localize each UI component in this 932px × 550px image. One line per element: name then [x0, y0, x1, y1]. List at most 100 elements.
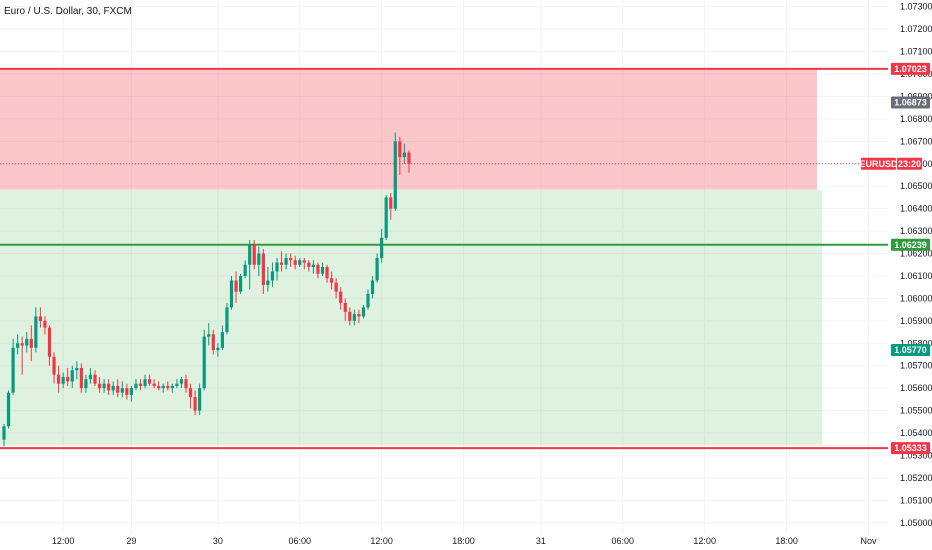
candle[interactable]: [229, 280, 234, 308]
candle[interactable]: [88, 374, 93, 380]
x-tick-label: 12:00: [370, 536, 393, 546]
candle[interactable]: [157, 385, 161, 389]
candle[interactable]: [293, 260, 297, 265]
candle[interactable]: [84, 379, 88, 389]
candle[interactable]: [193, 397, 197, 411]
candle[interactable]: [161, 385, 165, 389]
candle[interactable]: [366, 293, 370, 308]
candle[interactable]: [266, 280, 270, 285]
candle[interactable]: [52, 356, 56, 375]
candle[interactable]: [116, 385, 120, 393]
candle[interactable]: [257, 253, 261, 265]
candle[interactable]: [375, 258, 379, 281]
candle[interactable]: [352, 314, 356, 321]
candle[interactable]: [170, 385, 174, 389]
candle[interactable]: [102, 383, 106, 389]
candle[interactable]: [380, 237, 384, 259]
candle[interactable]: [311, 264, 315, 267]
candle[interactable]: [252, 244, 256, 265]
y-tick-label: 1.05900: [900, 316, 932, 326]
candle[interactable]: [179, 379, 184, 384]
candle[interactable]: [330, 278, 334, 283]
candle[interactable]: [47, 327, 52, 357]
y-tick-label: 1.06900: [900, 91, 932, 101]
candle[interactable]: [211, 334, 215, 351]
candle[interactable]: [279, 262, 284, 265]
candle[interactable]: [284, 258, 288, 265]
candle[interactable]: [34, 316, 38, 348]
candle[interactable]: [184, 379, 188, 389]
y-tick-label: 1.05500: [900, 406, 932, 416]
candle[interactable]: [202, 336, 206, 389]
candle[interactable]: [152, 383, 156, 386]
candle[interactable]: [289, 258, 293, 261]
candle[interactable]: [239, 275, 243, 292]
candle[interactable]: [129, 388, 133, 395]
candle[interactable]: [361, 307, 366, 317]
candle[interactable]: [125, 388, 129, 395]
price-axis[interactable]: [888, 0, 932, 550]
candle[interactable]: [325, 267, 329, 279]
candle[interactable]: [138, 383, 143, 386]
level-badge-red-text: 1.07023: [894, 64, 927, 74]
candle[interactable]: [188, 388, 193, 398]
candle[interactable]: [316, 264, 320, 274]
candle[interactable]: [97, 383, 102, 389]
candle[interactable]: [357, 314, 361, 317]
candle[interactable]: [339, 291, 343, 303]
candle[interactable]: [148, 379, 152, 384]
candle[interactable]: [107, 383, 111, 391]
candle[interactable]: [111, 385, 115, 391]
candle[interactable]: [20, 343, 24, 346]
candle[interactable]: [389, 197, 393, 209]
candle[interactable]: [334, 282, 338, 292]
candle[interactable]: [134, 383, 138, 389]
candle[interactable]: [225, 307, 229, 333]
candle[interactable]: [207, 334, 211, 337]
candle[interactable]: [234, 280, 238, 292]
candle[interactable]: [120, 388, 124, 393]
candle[interactable]: [216, 347, 220, 351]
candle[interactable]: [11, 347, 15, 393]
candle[interactable]: [25, 338, 29, 346]
candle[interactable]: [398, 141, 402, 158]
y-tick-label: 1.05100: [900, 495, 932, 505]
candle[interactable]: [248, 244, 252, 265]
candle[interactable]: [57, 374, 61, 384]
candle[interactable]: [348, 311, 352, 321]
candle[interactable]: [38, 316, 42, 321]
candle[interactable]: [166, 385, 170, 389]
candle[interactable]: [370, 280, 375, 294]
candle[interactable]: [175, 383, 179, 386]
candle[interactable]: [402, 152, 406, 158]
candle[interactable]: [93, 374, 97, 384]
candle[interactable]: [298, 260, 302, 265]
candle[interactable]: [261, 253, 265, 285]
x-tick-label: 30: [213, 536, 223, 546]
candle[interactable]: [61, 376, 65, 384]
candle[interactable]: [407, 152, 411, 164]
candle[interactable]: [270, 271, 275, 281]
candle[interactable]: [29, 338, 33, 348]
candle[interactable]: [75, 367, 79, 371]
candle[interactable]: [143, 379, 147, 386]
candle[interactable]: [302, 260, 306, 263]
candle[interactable]: [79, 367, 83, 389]
candle[interactable]: [2, 426, 6, 440]
candle[interactable]: [198, 388, 202, 411]
candle[interactable]: [307, 262, 311, 267]
candle[interactable]: [320, 267, 325, 274]
candle[interactable]: [275, 262, 279, 272]
candle[interactable]: [243, 264, 247, 276]
candle[interactable]: [6, 392, 11, 427]
candle[interactable]: [16, 343, 20, 348]
candle[interactable]: [384, 197, 388, 238]
candle[interactable]: [220, 332, 224, 348]
candle[interactable]: [43, 320, 47, 328]
time-axis[interactable]: [0, 534, 932, 550]
candle[interactable]: [70, 370, 74, 382]
candle[interactable]: [343, 302, 347, 312]
candle[interactable]: [66, 376, 70, 382]
candle[interactable]: [393, 141, 397, 209]
